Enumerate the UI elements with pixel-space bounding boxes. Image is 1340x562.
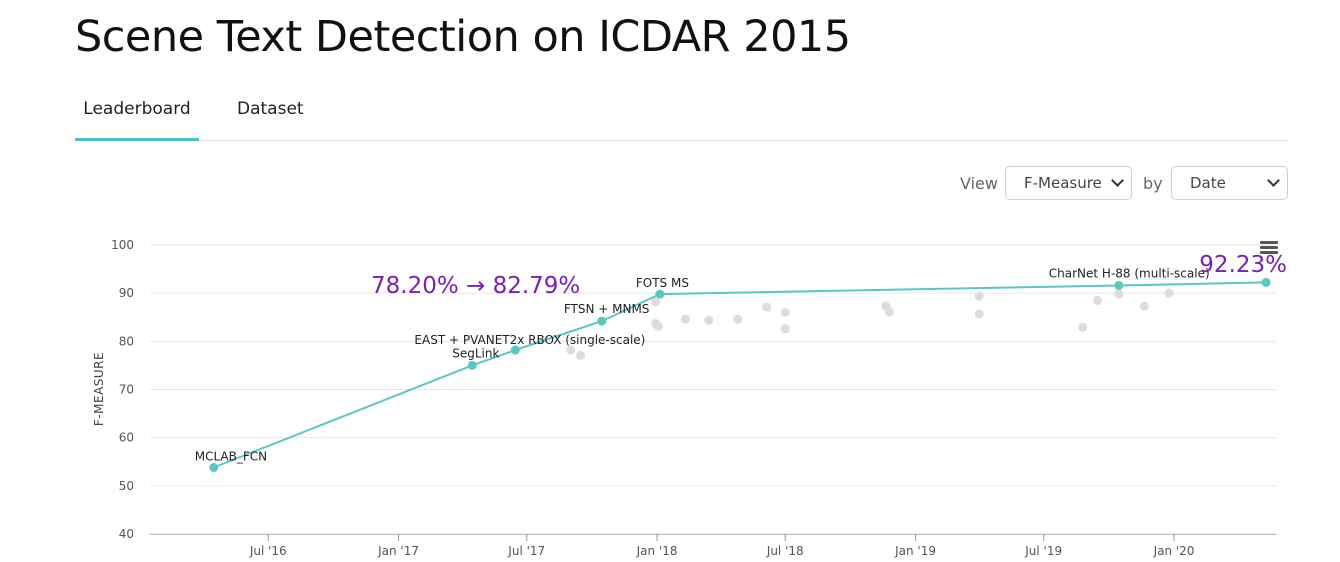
view-label: View	[960, 174, 998, 193]
x-tick-label: Jul '19	[1024, 544, 1062, 558]
other-point	[1114, 289, 1124, 299]
x-tick-label: Jan '19	[894, 544, 936, 558]
page-title: Scene Text Detection on ICDAR 2015	[75, 12, 851, 62]
sota-point-label: FOTS MS	[636, 276, 689, 290]
other-point	[1093, 295, 1103, 305]
sort-select-value: Date	[1190, 174, 1226, 192]
other-point	[576, 350, 586, 360]
y-axis-label: F-MEASURE	[92, 352, 106, 426]
x-tick-label: Jul '16	[249, 544, 287, 558]
sota-point-label: FTSN + MNMS	[564, 302, 650, 316]
sota-line	[213, 281, 1267, 469]
other-point	[884, 307, 894, 317]
sota-point-label: EAST + PVANET2x RBOX (single-scale)	[414, 333, 645, 347]
best-score-annotation: 92.23%	[1199, 252, 1287, 278]
other-point	[1164, 288, 1174, 298]
sota-point-label: CharNet H-88 (multi-scale)	[1049, 266, 1210, 280]
other-point	[653, 321, 663, 331]
other-point	[1078, 322, 1088, 332]
sota-point	[1114, 280, 1124, 290]
sota-point	[467, 360, 477, 370]
sota-point	[655, 289, 665, 299]
other-point	[704, 315, 714, 325]
other-point	[974, 291, 984, 301]
y-tick-label: 60	[119, 431, 134, 445]
tab-leaderboard[interactable]: Leaderboard	[75, 98, 199, 141]
improvement-annotation: 78.20% → 82.79%	[371, 273, 580, 299]
y-tick-label: 40	[119, 527, 134, 541]
metric-select[interactable]: F-Measure	[1005, 166, 1132, 200]
other-point	[780, 324, 790, 334]
x-tick-label: Jan '18	[636, 544, 678, 558]
hamburger-menu-icon[interactable]	[1260, 241, 1278, 255]
sota-point	[209, 463, 219, 473]
x-tick-label: Jan '20	[1153, 544, 1195, 558]
sota-point	[597, 316, 607, 326]
other-point	[762, 302, 772, 312]
other-point	[680, 314, 690, 324]
x-tick-label: Jul '17	[507, 544, 545, 558]
x-tick-label: Jan '17	[377, 544, 419, 558]
y-tick-label: 70	[119, 383, 134, 397]
x-tick-label: Jul '18	[766, 544, 804, 558]
by-label: by	[1143, 174, 1163, 193]
other-point	[733, 314, 743, 324]
sota-point-label: SegLink	[452, 346, 499, 360]
y-tick-label: 100	[111, 238, 134, 252]
other-point	[780, 307, 790, 317]
tab-bar: Leaderboard Dataset	[75, 92, 1288, 141]
y-tick-label: 90	[119, 286, 134, 300]
other-point	[1139, 301, 1149, 311]
metric-select-value: F-Measure	[1024, 174, 1102, 192]
sota-point	[510, 345, 520, 355]
other-point	[566, 345, 576, 355]
sota-point	[1261, 277, 1271, 287]
other-point	[974, 309, 984, 319]
other-point	[651, 297, 661, 307]
sota-point-label: MCLAB_FCN	[195, 450, 267, 464]
y-tick-label: 50	[119, 479, 134, 493]
y-tick-label: 80	[119, 334, 134, 348]
tab-dataset[interactable]: Dataset	[237, 99, 304, 119]
sort-select[interactable]: Date	[1171, 166, 1288, 200]
